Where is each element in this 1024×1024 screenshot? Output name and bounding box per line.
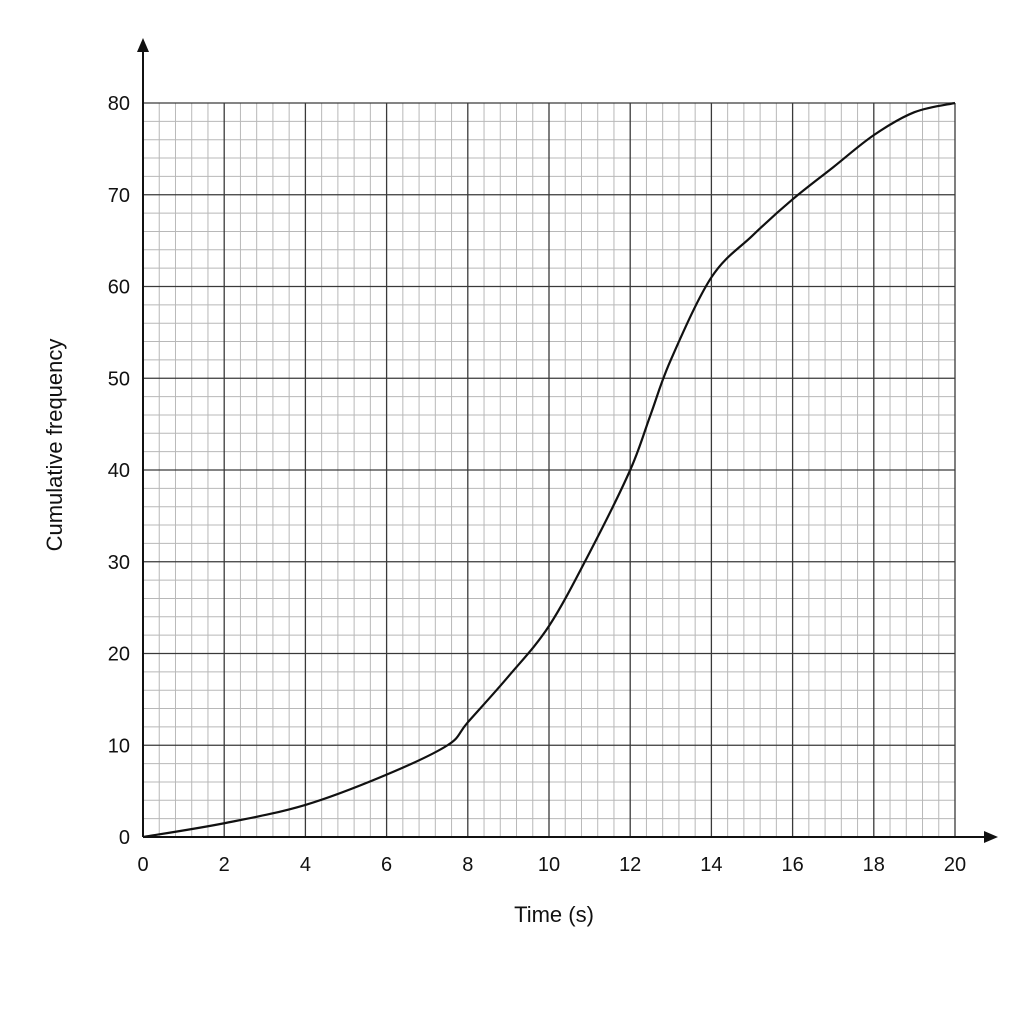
y-tick-label: 60 (108, 277, 130, 299)
x-tick-label: 6 (381, 854, 392, 876)
y-tick-label: 50 (108, 368, 130, 390)
x-tick-label: 18 (863, 854, 885, 876)
y-tick-label: 40 (108, 460, 130, 482)
x-tick-label: 10 (538, 854, 560, 876)
x-axis-label: Time (s) (514, 902, 594, 927)
cumulative-frequency-curve (142, 101, 956, 839)
x-tick-label: 20 (944, 854, 966, 876)
major-grid (143, 102, 956, 837)
x-tick-label: 16 (781, 854, 803, 876)
y-tick-label: 20 (108, 644, 130, 666)
y-tick-label: 30 (108, 552, 130, 574)
y-tick-label: 80 (108, 93, 130, 115)
x-tick-label: 2 (219, 854, 230, 876)
x-tick-labels: 0 2 4 6 8 10 12 14 16 18 20 (137, 854, 966, 876)
axes (137, 38, 998, 843)
y-axis-label: Cumulative frequency (42, 339, 67, 552)
x-tick-label: 12 (619, 854, 641, 876)
series-layer (142, 101, 956, 839)
y-tick-label: 70 (108, 185, 130, 207)
y-axis-arrow-icon (137, 38, 149, 52)
x-axis-arrow-icon (984, 831, 998, 843)
x-tick-label: 0 (137, 854, 148, 876)
y-tick-labels: 0 10 20 30 40 50 60 70 80 (108, 93, 130, 849)
x-tick-label: 4 (300, 854, 311, 876)
y-tick-label: 0 (119, 827, 130, 849)
y-tick-label: 10 (108, 735, 130, 757)
x-tick-label: 14 (700, 854, 722, 876)
x-tick-label: 8 (462, 854, 473, 876)
